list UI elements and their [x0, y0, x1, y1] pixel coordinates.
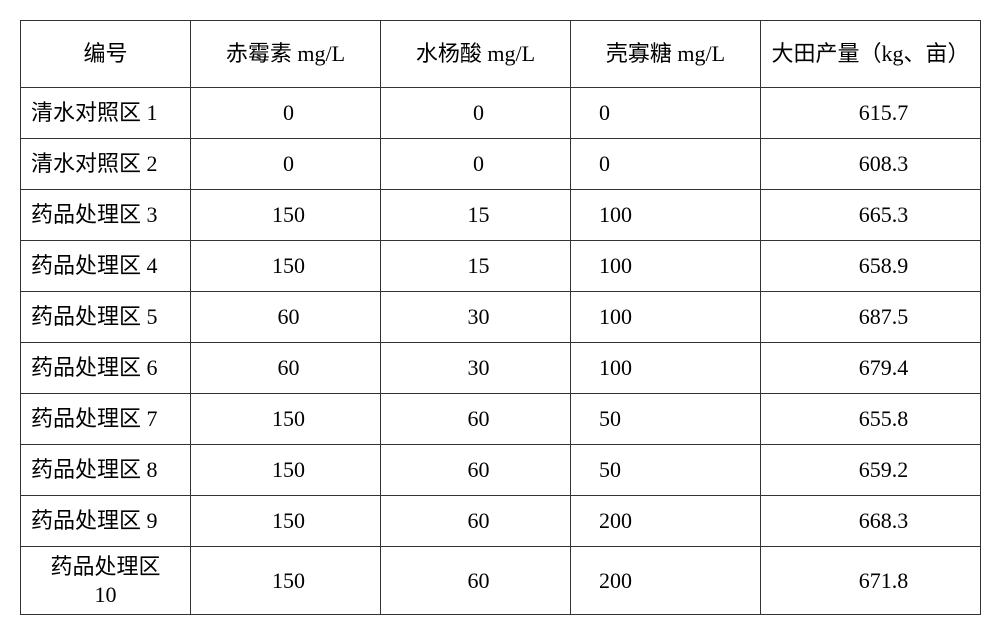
cell-ga: 0: [191, 88, 381, 139]
header-yield: 大田产量（kg、亩）: [761, 21, 981, 88]
cell-ga: 150: [191, 241, 381, 292]
header-id: 编号: [21, 21, 191, 88]
table-row: 药品处理区 1015060200671.8: [21, 547, 981, 615]
table-row: 药品处理区 71506050655.8: [21, 394, 981, 445]
table-row: 药品处理区 415015100658.9: [21, 241, 981, 292]
cell-ga: 150: [191, 190, 381, 241]
cell-cos: 200: [571, 547, 761, 615]
cell-ga: 0: [191, 139, 381, 190]
cell-yield: 679.4: [761, 343, 981, 394]
experiment-yield-table: 编号 赤霉素 mg/L 水杨酸 mg/L 壳寡糖 mg/L 大田产量（kg、亩）…: [20, 20, 981, 615]
cell-sa: 60: [381, 394, 571, 445]
cell-yield: 659.2: [761, 445, 981, 496]
cell-id: 药品处理区 4: [21, 241, 191, 292]
cell-cos: 100: [571, 190, 761, 241]
cell-sa: 0: [381, 88, 571, 139]
table-row: 清水对照区 1000615.7: [21, 88, 981, 139]
table-row: 药品处理区 66030100679.4: [21, 343, 981, 394]
cell-yield: 665.3: [761, 190, 981, 241]
cell-id: 药品处理区 6: [21, 343, 191, 394]
table-header-row: 编号 赤霉素 mg/L 水杨酸 mg/L 壳寡糖 mg/L 大田产量（kg、亩）: [21, 21, 981, 88]
cell-cos: 200: [571, 496, 761, 547]
cell-id: 药品处理区 5: [21, 292, 191, 343]
cell-ga: 150: [191, 547, 381, 615]
cell-sa: 15: [381, 241, 571, 292]
cell-id: 药品处理区 8: [21, 445, 191, 496]
table-row: 药品处理区 56030100687.5: [21, 292, 981, 343]
table-row: 药品处理区 81506050659.2: [21, 445, 981, 496]
cell-id: 清水对照区 2: [21, 139, 191, 190]
cell-yield: 658.9: [761, 241, 981, 292]
cell-yield: 671.8: [761, 547, 981, 615]
header-sa: 水杨酸 mg/L: [381, 21, 571, 88]
table-row: 药品处理区 315015100665.3: [21, 190, 981, 241]
cell-ga: 60: [191, 292, 381, 343]
cell-cos: 0: [571, 88, 761, 139]
cell-yield: 687.5: [761, 292, 981, 343]
cell-id: 药品处理区 3: [21, 190, 191, 241]
cell-sa: 60: [381, 547, 571, 615]
cell-sa: 0: [381, 139, 571, 190]
cell-id: 药品处理区 10: [21, 547, 191, 615]
header-cos: 壳寡糖 mg/L: [571, 21, 761, 88]
cell-sa: 30: [381, 343, 571, 394]
cell-ga: 60: [191, 343, 381, 394]
cell-sa: 60: [381, 445, 571, 496]
cell-ga: 150: [191, 445, 381, 496]
table-row: 药品处理区 915060200668.3: [21, 496, 981, 547]
cell-cos: 100: [571, 241, 761, 292]
cell-yield: 655.8: [761, 394, 981, 445]
cell-cos: 50: [571, 394, 761, 445]
cell-id: 清水对照区 1: [21, 88, 191, 139]
cell-cos: 50: [571, 445, 761, 496]
cell-cos: 0: [571, 139, 761, 190]
cell-yield: 668.3: [761, 496, 981, 547]
cell-sa: 30: [381, 292, 571, 343]
cell-yield: 615.7: [761, 88, 981, 139]
cell-yield: 608.3: [761, 139, 981, 190]
cell-cos: 100: [571, 343, 761, 394]
cell-sa: 60: [381, 496, 571, 547]
cell-cos: 100: [571, 292, 761, 343]
table-row: 清水对照区 2000608.3: [21, 139, 981, 190]
cell-id: 药品处理区 7: [21, 394, 191, 445]
table-body: 清水对照区 1000615.7清水对照区 2000608.3药品处理区 3150…: [21, 88, 981, 615]
header-ga: 赤霉素 mg/L: [191, 21, 381, 88]
cell-ga: 150: [191, 394, 381, 445]
cell-sa: 15: [381, 190, 571, 241]
cell-id: 药品处理区 9: [21, 496, 191, 547]
cell-ga: 150: [191, 496, 381, 547]
